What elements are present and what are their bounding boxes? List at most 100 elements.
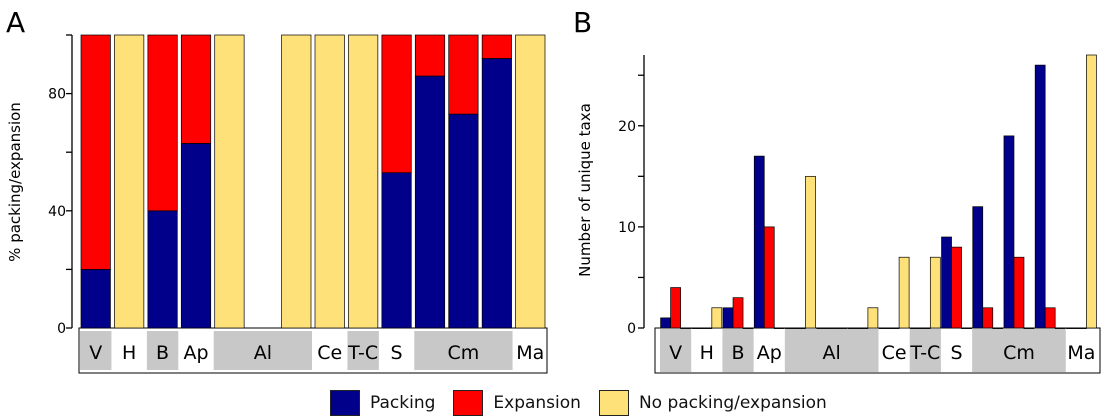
group-label-V: V <box>669 342 682 364</box>
bar-none <box>711 307 723 329</box>
bar-none <box>1023 327 1035 329</box>
legend-label-packing: Packing <box>370 393 436 413</box>
bar-none <box>314 34 345 329</box>
bar-none <box>929 256 941 329</box>
bar-none <box>680 327 691 329</box>
bar-packing <box>1034 64 1046 329</box>
group-label-Al: Al <box>823 342 841 364</box>
group-label-B: B <box>156 342 169 364</box>
group-band-B <box>722 329 754 372</box>
group-label-T-C: T-C <box>909 342 940 364</box>
y-tick-label: 0 <box>627 321 636 337</box>
bar-packing <box>816 327 828 329</box>
bar-packing <box>722 307 734 329</box>
legend-swatch-expansion <box>453 390 484 416</box>
panel-label-A: A <box>6 6 25 39</box>
bar-expansion <box>919 327 931 329</box>
bar-packing <box>785 327 796 329</box>
bar-none <box>773 327 785 329</box>
bar-expansion <box>448 34 479 115</box>
bar-expansion <box>1076 327 1087 329</box>
bar-expansion <box>857 327 869 329</box>
bar-none <box>515 34 546 329</box>
bar-packing <box>414 75 446 329</box>
group-label-H: H <box>122 342 136 364</box>
group-label-Ma: Ma <box>1067 342 1095 364</box>
bar-packing <box>660 317 671 329</box>
group-label-Ce: Ce <box>882 342 907 364</box>
group-label-Cm: Cm <box>448 342 480 364</box>
bar-expansion <box>951 246 962 329</box>
group-label-Ma: Ma <box>516 342 544 364</box>
bar-expansion <box>763 226 775 329</box>
bar-packing <box>481 58 512 329</box>
group-label-V: V <box>89 342 102 364</box>
bar-packing <box>147 210 178 329</box>
bar-none <box>348 34 379 329</box>
y-axis-label: Number of unique taxa <box>576 103 594 277</box>
bar-packing <box>753 155 765 329</box>
bar-none <box>1054 327 1066 329</box>
group-label-Ap: Ap <box>757 342 782 364</box>
bar-packing <box>847 327 859 329</box>
group-label-Ce: Ce <box>317 342 342 364</box>
legend-label-none: No packing/expansion <box>638 393 827 413</box>
bar-expansion <box>888 327 900 329</box>
y-tick-label: 0 <box>57 321 66 337</box>
group-label-S: S <box>391 342 403 364</box>
bar-none <box>961 327 972 329</box>
bar-none <box>1086 54 1097 329</box>
group-band-Cm <box>972 329 1066 372</box>
group-band-T-C <box>909 329 941 372</box>
group-label-Al: Al <box>254 342 272 364</box>
bar-none <box>836 327 848 329</box>
bar-none <box>281 34 312 329</box>
bar-packing <box>381 172 412 329</box>
legend-swatch-packing <box>330 390 360 416</box>
bar-none <box>805 175 816 329</box>
bar-packing <box>180 143 212 329</box>
y-tick-label: 80 <box>48 87 66 103</box>
bar-expansion <box>701 327 713 329</box>
bar-packing <box>448 113 479 329</box>
group-label-Ap: Ap <box>183 342 208 364</box>
y-tick-label: 10 <box>618 220 636 236</box>
bar-expansion <box>795 327 806 329</box>
group-band-Al <box>213 331 312 370</box>
legend-item-none: No packing/expansion <box>598 390 827 416</box>
bar-packing <box>941 236 952 329</box>
y-axis-label: % packing/expansion <box>6 102 24 262</box>
group-label-T-C: T-C <box>347 342 378 364</box>
bar-expansion <box>80 34 111 270</box>
legend-item-expansion: Expansion <box>453 390 581 416</box>
bar-packing <box>909 327 921 329</box>
bar-expansion <box>982 307 994 329</box>
bar-expansion <box>381 34 412 174</box>
group-label-B: B <box>732 342 745 364</box>
bar-none <box>214 34 245 329</box>
group-label-Cm: Cm <box>1003 342 1035 364</box>
legend: Packing Expansion No packing/expansion <box>330 390 845 416</box>
bar-none <box>742 327 754 329</box>
legend-swatch-none <box>598 390 629 416</box>
bar-none <box>114 34 145 329</box>
bar-expansion <box>147 34 178 212</box>
group-band-V <box>660 329 692 372</box>
bar-packing <box>80 269 111 329</box>
bar-none <box>992 327 1004 329</box>
bar-expansion <box>414 34 446 77</box>
group-label-H: H <box>700 342 714 364</box>
bar-expansion <box>180 34 212 144</box>
bar-packing <box>1003 135 1015 329</box>
bar-packing <box>972 206 984 329</box>
legend-label-expansion: Expansion <box>493 393 581 413</box>
group-label-S: S <box>951 342 963 364</box>
bar-expansion <box>1013 256 1025 329</box>
bar-packing <box>691 327 703 329</box>
group-band-T-C <box>347 331 379 370</box>
y-tick-label: 40 <box>48 204 66 220</box>
bar-expansion <box>826 327 838 329</box>
group-band-Cm <box>414 331 513 370</box>
group-band-B <box>146 331 179 370</box>
